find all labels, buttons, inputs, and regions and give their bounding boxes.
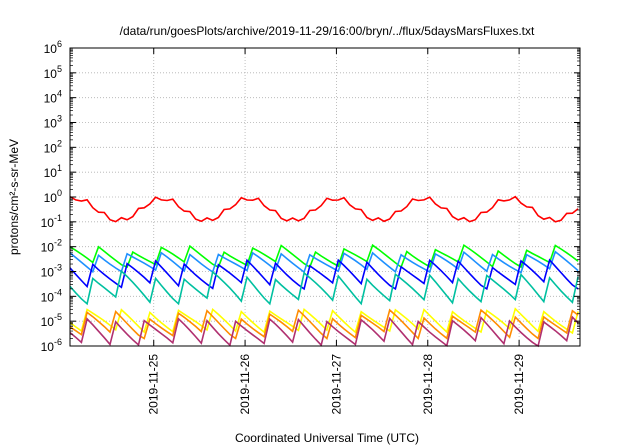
y-tick-label-exp: -3 [54, 263, 62, 273]
y-tick-label-exp: 0 [57, 188, 62, 198]
series-line [69, 250, 579, 274]
series-line [69, 269, 579, 306]
y-tick-label: 102 [44, 138, 62, 155]
y-tick-label-base: 10 [41, 266, 55, 280]
y-tick-label: 106 [44, 39, 62, 56]
y-tick-label: 10-3 [41, 263, 62, 280]
y-tick-label-exp: 6 [57, 39, 62, 49]
series-lines [69, 195, 579, 348]
y-tick-label: 103 [44, 114, 62, 131]
chart-title: /data/run/goesPlots/archive/2019-11-29/1… [120, 24, 535, 38]
y-tick-label: 104 [44, 89, 62, 106]
y-tick-label-exp: 1 [57, 163, 62, 173]
y-tick-label-exp: 4 [57, 89, 62, 99]
series-line [69, 258, 579, 291]
y-tick-label: 10-1 [41, 213, 62, 230]
y-axis: 10-610-510-410-310-210-11001011021031041… [41, 39, 580, 354]
x-axis: 2019-11-25 2019-11-26 2019-11-27 2019-11-28… [147, 48, 526, 415]
x-tick-label: 2019-11-25 [147, 354, 161, 415]
y-tick-label-base: 10 [41, 241, 55, 255]
y-tick-label: 101 [44, 163, 62, 180]
x-tick-label: 2019-11-27 [329, 354, 343, 415]
y-axis-label: protons/cm²-s-sr-MeV [7, 139, 21, 255]
y-tick-label-base: 10 [44, 166, 58, 180]
y-tick-label: 10-2 [41, 238, 62, 255]
x-tick-label: 2019-11-26 [238, 354, 252, 415]
y-tick-label-base: 10 [41, 340, 55, 354]
x-axis-label: Coordinated Universal Time (UTC) [235, 431, 419, 445]
y-tick-label-base: 10 [44, 92, 58, 106]
x-tick-label: 2019-11-29 [512, 354, 526, 415]
y-tick-label: 105 [44, 64, 62, 81]
y-tick-label-base: 10 [44, 117, 58, 131]
y-tick-label: 10-6 [41, 337, 62, 354]
series-line [69, 315, 579, 348]
y-tick-label-base: 10 [44, 67, 58, 81]
y-tick-label-exp: 2 [57, 138, 62, 148]
x-tick-label: 2019-11-28 [421, 354, 435, 415]
y-tick-label-exp: 5 [57, 64, 62, 74]
y-tick-label-exp: -4 [54, 287, 62, 297]
y-tick-label-exp: -5 [54, 312, 62, 322]
grid-lines [70, 48, 580, 346]
y-tick-label-base: 10 [44, 141, 58, 155]
y-tick-label: 10-5 [41, 312, 62, 329]
y-tick-label-base: 10 [44, 42, 58, 56]
y-tick-label-exp: -2 [54, 238, 62, 248]
y-tick-label: 100 [44, 188, 62, 205]
series-line [69, 195, 579, 223]
y-tick-label-base: 10 [44, 191, 58, 205]
y-tick-label-base: 10 [41, 315, 55, 329]
y-tick-label-base: 10 [41, 290, 55, 304]
series-line [69, 307, 579, 335]
y-tick-label-base: 10 [41, 216, 55, 230]
y-tick-label-exp: -6 [54, 337, 62, 347]
y-tick-label-exp: -1 [54, 213, 62, 223]
y-tick-label: 10-4 [41, 287, 62, 304]
y-tick-label-exp: 3 [57, 114, 62, 124]
